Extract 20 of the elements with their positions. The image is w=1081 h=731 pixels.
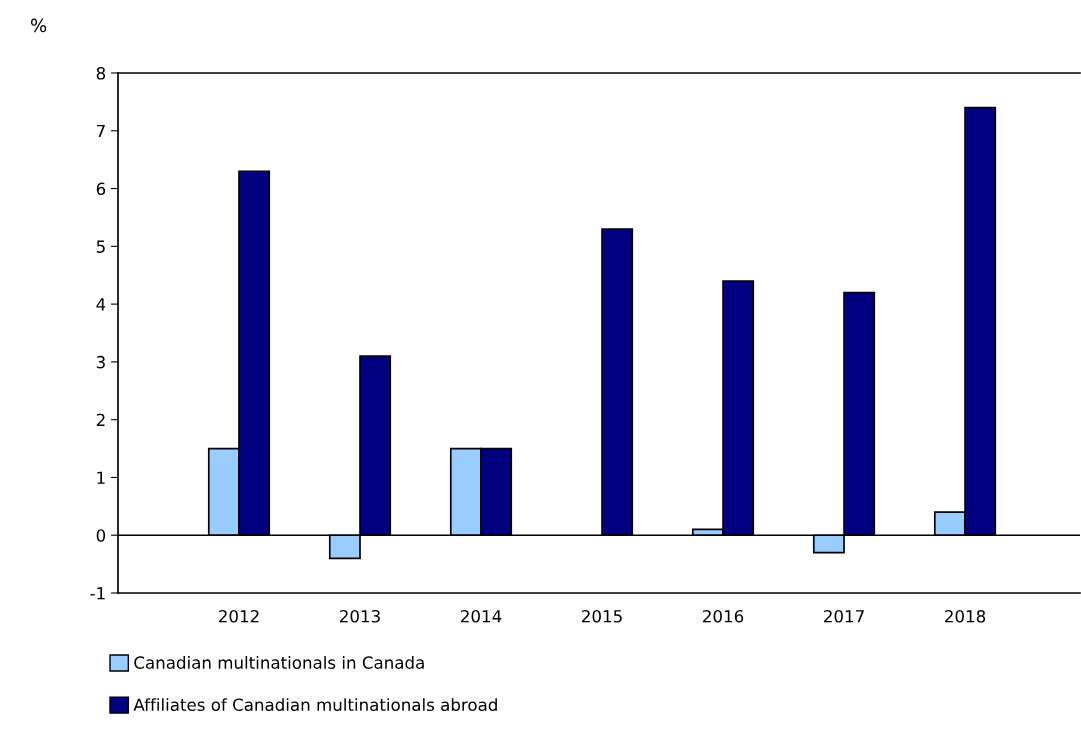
y-tick-label: 8 <box>96 66 106 80</box>
y-tick-label: 7 <box>96 124 105 138</box>
x-tick-label: 2017 <box>824 609 864 623</box>
legend-label: Affiliates of Canadian multinationals abroad <box>133 698 497 712</box>
x-tick-label: 2016 <box>703 609 744 623</box>
x-tick-label: 2012 <box>219 609 259 623</box>
x-tick-label: 2013 <box>340 609 380 623</box>
y-axis-title: % <box>31 18 47 33</box>
x-tick-label: 2015 <box>582 609 622 623</box>
x-tick-label: 2018 <box>945 609 986 623</box>
x-tick-label: 2014 <box>461 609 502 623</box>
y-tick-label: 4 <box>96 298 106 311</box>
y-tick-label: 6 <box>96 182 106 196</box>
y-tick-label: -1 <box>90 587 105 600</box>
y-tick-label: 0 <box>96 529 106 542</box>
legend-label: Canadian multinationals in Canada <box>134 656 424 669</box>
y-tick-label: 2 <box>96 413 105 426</box>
y-tick-label: 1 <box>97 471 105 484</box>
y-tick-label: 5 <box>96 240 105 253</box>
y-tick-label: 3 <box>96 355 105 369</box>
